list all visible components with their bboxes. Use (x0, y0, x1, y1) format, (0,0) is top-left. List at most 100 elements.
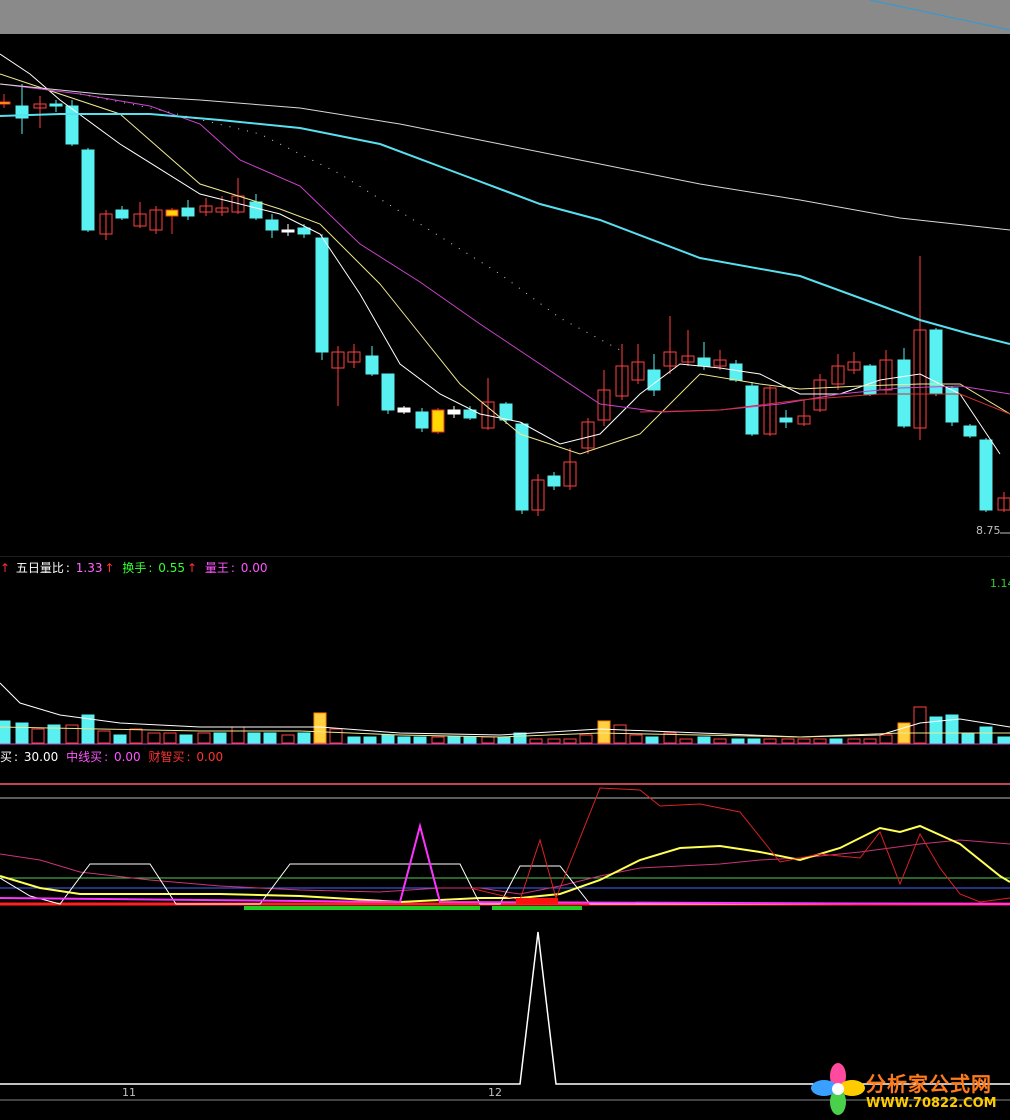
volume-axis-label: 1.14 (990, 577, 1010, 590)
volume-ma10-line (0, 726, 1010, 738)
volume-bar (313, 712, 327, 744)
ma60-line (0, 83, 1010, 231)
volume-bar (129, 728, 143, 744)
volume-bar (363, 736, 377, 744)
volume-bar (329, 728, 343, 744)
volume-bar (281, 734, 295, 744)
legend-value: 30.00 (23, 750, 59, 764)
volume-bar (463, 736, 477, 744)
volume-bar (997, 736, 1010, 744)
candle-body (763, 387, 777, 435)
volume-bar (413, 736, 427, 744)
volume-bar (65, 724, 79, 744)
legend-label: 中线买 (66, 750, 103, 764)
candle-body (165, 209, 179, 217)
volume-bar (563, 738, 577, 744)
volume-bar (679, 738, 693, 744)
candle-body (65, 105, 79, 145)
candle-body (729, 363, 743, 381)
indicator-panel[interactable]: 买: 30.00 中线买: 0.00 财智买: 0.00 (0, 748, 1010, 910)
volume-panel[interactable]: ↑ 五日量比: 1.33↑ 换手: 0.55↑ 量王: 0.00 1.14 (0, 556, 1010, 749)
volume-bar (15, 722, 29, 744)
candle-body (663, 351, 677, 367)
candle-body (315, 237, 329, 353)
volume-bar (529, 738, 543, 744)
signal-spike-line (0, 931, 1010, 1085)
candle-body (531, 479, 545, 511)
price-axis-label: 8.75 (976, 524, 1001, 537)
legend-five-day-volume-ratio: 五日量比: 1.33 ↑ (15, 561, 115, 575)
candle-body (331, 351, 345, 369)
indicator-chart[interactable] (0, 748, 1010, 910)
volume-bar (113, 734, 127, 744)
candle-body (779, 417, 793, 423)
volume-bar (0, 720, 11, 744)
volume-bar (579, 734, 593, 744)
volume-bar (613, 724, 627, 744)
candle-body (831, 365, 845, 385)
x-tick-label: 11 (122, 1086, 136, 1099)
volume-bar (697, 736, 711, 744)
candle-body (81, 149, 95, 231)
candle-body (997, 497, 1010, 511)
candle-body (963, 425, 977, 437)
volume-bar (747, 738, 761, 744)
candle-body (181, 207, 195, 217)
volume-bar (381, 734, 395, 744)
volume-bar (713, 738, 727, 744)
candle-body (463, 409, 477, 419)
volume-bar (929, 716, 943, 744)
candle-body (745, 385, 759, 435)
dotted-trend-line (79, 93, 621, 351)
candle-body (863, 365, 877, 395)
candle-body (381, 373, 395, 411)
volume-chart[interactable] (0, 557, 1010, 749)
legend-midline-buy: 中线买: 0.00 (66, 750, 141, 764)
candle-body (481, 401, 495, 429)
price-panel[interactable]: 8.75 (0, 34, 1010, 556)
ma5-line (0, 53, 1001, 455)
volume-bar (913, 706, 927, 744)
volume-bar (879, 734, 893, 744)
volume-bar (263, 732, 277, 744)
candle-body (49, 103, 63, 107)
volume-bar (979, 726, 993, 744)
legend-value: 0.00 (240, 561, 268, 575)
volume-bar (763, 738, 777, 744)
volume-bar (297, 732, 311, 744)
flower-logo-icon (811, 1063, 865, 1115)
green-signal-bar (244, 906, 480, 910)
volume-bar (147, 732, 161, 744)
volume-legend: ↑ 五日量比: 1.33 ↑ 换手: 0.55 ↑ 量王: 0.00 (0, 559, 272, 576)
slow-line (0, 839, 1010, 895)
candle-body (499, 403, 513, 421)
volume-bar (863, 738, 877, 744)
candle-body (115, 209, 129, 219)
legend-label: 财智买 (148, 750, 185, 764)
volume-bar (829, 738, 843, 744)
candle-body (945, 387, 959, 423)
candle-body (615, 365, 629, 397)
legend-arrow: ↑ (187, 561, 198, 575)
volume-bar (731, 738, 745, 744)
candle-body (647, 369, 661, 391)
candle-body (415, 411, 429, 429)
candle-body (697, 357, 711, 367)
legend-value: 0.55 (158, 561, 185, 575)
candle-body (33, 103, 47, 109)
volume-bar (663, 732, 677, 744)
volume-bar (231, 726, 245, 744)
volume-bar (513, 732, 527, 744)
candle-body (515, 423, 529, 511)
volume-bar (97, 730, 111, 744)
legend-label: 换手 (122, 561, 147, 575)
legend-label: 量王 (204, 561, 229, 575)
candle-body (913, 329, 927, 429)
legend-label: 五日量比 (15, 561, 64, 575)
candlestick-chart[interactable] (0, 34, 1010, 556)
volume-bar (31, 728, 45, 744)
volume-bar (547, 738, 561, 744)
green-signal-bar (492, 906, 582, 910)
candle-body (215, 207, 229, 213)
volume-bar (961, 732, 975, 744)
